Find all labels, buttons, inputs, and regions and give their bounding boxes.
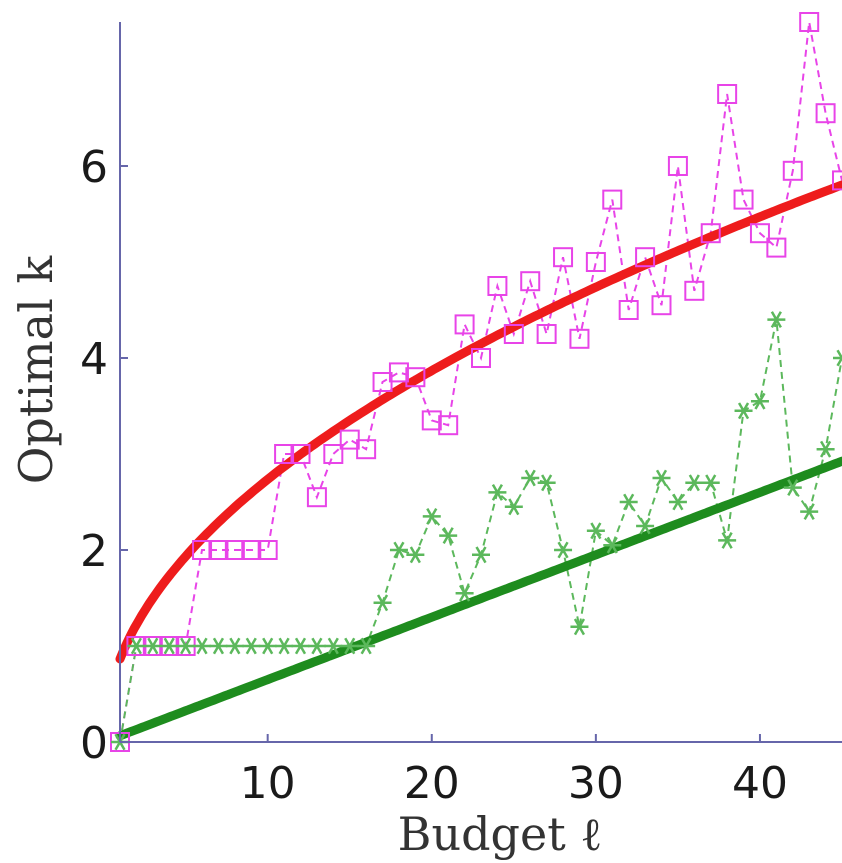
asterisk-marker bbox=[373, 594, 392, 612]
axis-ticks: 10 20 30 40 0 2 4 6 bbox=[80, 142, 788, 809]
square-marker bbox=[487, 276, 508, 296]
asterisk-marker bbox=[242, 637, 261, 655]
asterisk-marker bbox=[668, 493, 687, 511]
y-tick-label: 4 bbox=[80, 334, 108, 385]
square-marker bbox=[782, 160, 803, 181]
square-marker bbox=[192, 540, 213, 560]
asterisk-marker bbox=[439, 527, 458, 545]
asterisk-marker bbox=[291, 637, 310, 655]
asterisk-marker bbox=[521, 469, 540, 487]
asterisk-marker bbox=[652, 469, 671, 487]
asterisk-marker bbox=[340, 637, 359, 655]
y-tick-label: 2 bbox=[80, 526, 108, 577]
square-marker bbox=[323, 444, 344, 464]
asterisk-marker bbox=[603, 536, 622, 554]
asterisk-marker bbox=[816, 440, 835, 458]
asterisk-marker bbox=[488, 483, 507, 501]
asterisk-marker bbox=[357, 637, 376, 655]
square-marker bbox=[208, 540, 229, 560]
asterisk-marker bbox=[636, 517, 655, 535]
asterisk-marker bbox=[324, 637, 343, 655]
asterisk-marker bbox=[127, 637, 146, 655]
asterisk-marker bbox=[685, 474, 704, 492]
square-marker bbox=[224, 540, 245, 560]
y-tick-label: 6 bbox=[80, 142, 108, 193]
asterisk-marker bbox=[619, 493, 638, 511]
asterisk-marker bbox=[160, 637, 179, 655]
square-marker bbox=[733, 189, 754, 210]
square-marker bbox=[684, 280, 705, 301]
asterisk-marker bbox=[833, 349, 842, 367]
asterisk-marker bbox=[455, 584, 474, 602]
series-2-line bbox=[119, 319, 842, 743]
square-marker bbox=[356, 439, 377, 460]
square-marker bbox=[388, 362, 409, 383]
asterisk-marker bbox=[225, 637, 244, 655]
asterisk-marker bbox=[586, 522, 605, 540]
plot-marks bbox=[110, 12, 842, 752]
square-marker bbox=[454, 314, 475, 335]
square-marker bbox=[241, 540, 262, 560]
x-tick-label: 40 bbox=[732, 758, 788, 809]
asterisk-marker bbox=[800, 503, 819, 521]
asterisk-marker bbox=[750, 392, 769, 410]
square-marker bbox=[421, 410, 442, 431]
square-marker bbox=[536, 324, 557, 344]
square-marker bbox=[618, 300, 639, 320]
asterisk-marker bbox=[389, 541, 408, 559]
square-marker bbox=[749, 223, 770, 244]
asterisk-marker bbox=[701, 474, 720, 492]
square-marker bbox=[438, 415, 459, 436]
asterisk-marker bbox=[193, 637, 212, 655]
x-tick-label: 30 bbox=[568, 758, 624, 809]
x-axis-title: Budget ℓ bbox=[398, 807, 603, 861]
square-marker bbox=[405, 367, 426, 388]
square-marker bbox=[585, 252, 606, 272]
square-marker bbox=[799, 12, 820, 32]
asterisk-marker bbox=[275, 637, 294, 655]
square-marker bbox=[717, 84, 738, 104]
square-marker bbox=[602, 189, 623, 210]
square-marker bbox=[290, 444, 311, 464]
square-marker bbox=[766, 237, 787, 258]
square-marker bbox=[503, 324, 524, 344]
asterisk-marker bbox=[472, 546, 490, 564]
asterisk-marker bbox=[143, 637, 162, 655]
asterisk-marker bbox=[307, 637, 326, 655]
asterisk-marker bbox=[734, 402, 753, 420]
square-marker bbox=[471, 348, 491, 368]
square-marker bbox=[700, 223, 721, 244]
asterisk-marker bbox=[718, 531, 737, 549]
asterisk-marker bbox=[570, 618, 589, 636]
fit-curve-3 bbox=[115, 180, 842, 664]
fit-curve-4 bbox=[115, 456, 842, 741]
asterisk-marker bbox=[537, 474, 556, 492]
x-tick-label: 20 bbox=[404, 758, 460, 809]
square-marker bbox=[306, 487, 327, 508]
asterisk-marker bbox=[422, 507, 441, 525]
square-marker bbox=[520, 271, 541, 292]
square-marker bbox=[635, 247, 656, 268]
square-marker bbox=[815, 103, 836, 124]
square-marker bbox=[257, 540, 278, 560]
series-1-line bbox=[119, 21, 842, 743]
asterisk-marker bbox=[209, 637, 228, 655]
asterisk-marker bbox=[767, 311, 786, 329]
asterisk-marker bbox=[504, 498, 523, 516]
asterisk-marker bbox=[406, 546, 425, 564]
square-marker bbox=[553, 247, 574, 268]
y-axis-title: Optimal k bbox=[9, 255, 63, 485]
asterisk-marker bbox=[554, 541, 573, 559]
square-marker bbox=[667, 156, 688, 176]
x-tick-label: 10 bbox=[240, 758, 296, 809]
y-tick-label: 0 bbox=[80, 718, 108, 769]
square-marker bbox=[832, 170, 842, 191]
square-marker bbox=[569, 328, 590, 349]
asterisk-marker bbox=[258, 637, 277, 655]
square-marker bbox=[651, 295, 672, 316]
square-marker bbox=[274, 444, 295, 464]
asterisk-marker bbox=[783, 479, 802, 497]
asterisk-marker bbox=[176, 637, 195, 655]
